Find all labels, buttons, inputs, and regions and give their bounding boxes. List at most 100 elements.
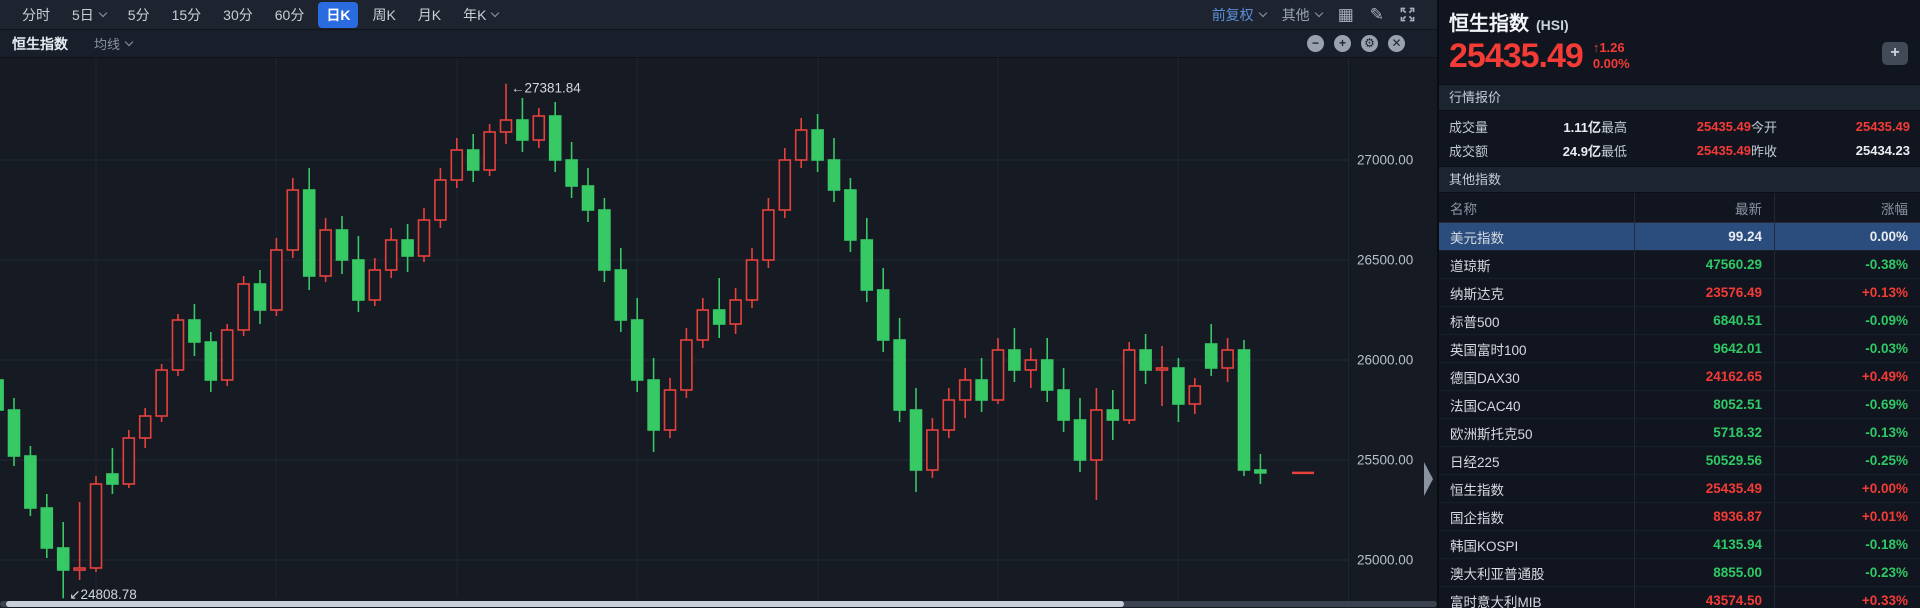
y-axis-tick: 27000.00	[1357, 152, 1414, 168]
index-row-英国富时100[interactable]: 英国富时100 9642.01 -0.03%	[1439, 335, 1920, 363]
index-row-韩国KOSPI[interactable]: 韩国KOSPI 4135.94 -0.18%	[1439, 531, 1920, 559]
index-change-percent: +0.01%	[1774, 503, 1920, 530]
svg-text:←27381.84: ←27381.84	[511, 81, 581, 96]
index-last-value: 47560.29	[1634, 251, 1774, 278]
column-header[interactable]: 涨幅	[1774, 193, 1920, 222]
column-header[interactable]: 最新	[1634, 193, 1774, 222]
period-tab-30分[interactable]: 30分	[215, 2, 261, 28]
index-last-value: 8052.51	[1634, 391, 1774, 418]
quote-row: 成交量 1.11亿 最高 25435.49 今开 25435.49	[1449, 114, 1910, 138]
period-tab-年K[interactable]: 年K	[455, 2, 506, 28]
index-row-恒生指数[interactable]: 恒生指数 25435.49 +0.00%	[1439, 475, 1920, 503]
close-chart-button[interactable]: ✕	[1388, 35, 1405, 52]
quote-label: 成交额	[1449, 143, 1489, 159]
index-row-德国DAX30[interactable]: 德国DAX30 24162.65 +0.49%	[1439, 363, 1920, 391]
index-last-value: 24162.65	[1634, 363, 1774, 390]
add-to-watchlist-button[interactable]: +	[1882, 42, 1908, 65]
period-tab-15分[interactable]: 15分	[164, 2, 210, 28]
period-tab-label: 月K	[417, 6, 442, 23]
zoom-out-button[interactable]: −	[1307, 35, 1324, 52]
index-name: 日经225	[1450, 454, 1500, 470]
index-change-percent: +0.49%	[1774, 363, 1920, 390]
quote-label: 昨收	[1751, 143, 1778, 159]
index-last-value: 99.24	[1634, 223, 1774, 250]
chart-horizontal-scrollbar[interactable]	[0, 601, 1437, 607]
index-change-percent: +0.00%	[1774, 475, 1920, 502]
index-row-道琼斯[interactable]: 道琼斯 47560.29 -0.38%	[1439, 251, 1920, 279]
section-quote-title: 行情报价	[1439, 84, 1920, 111]
quote-value: 24.9亿	[1562, 143, 1601, 159]
index-row-澳大利亚普通股[interactable]: 澳大利亚普通股 8855.00 -0.23%	[1439, 559, 1920, 587]
quote-label: 最低	[1601, 143, 1628, 159]
adjust-dropdown[interactable]: 前复权	[1211, 5, 1267, 25]
period-tab-label: 年K	[463, 6, 487, 23]
index-last-value: 6840.51	[1634, 307, 1774, 334]
y-axis-tick: 26000.00	[1357, 352, 1414, 368]
quote-grid: 成交量 1.11亿 最高 25435.49 今开 25435.49 成交额 24.9亿 最低 25…	[1439, 111, 1920, 166]
adjust-label: 前复权	[1211, 6, 1254, 23]
change-block: ↑1.26 0.00%	[1593, 40, 1630, 72]
period-tab-5分[interactable]: 5分	[120, 2, 158, 28]
fullscreen-expand-icon[interactable]	[1400, 7, 1415, 22]
index-row-富时意大利MIB[interactable]: 富时意大利MIB 43574.50 +0.33%	[1439, 587, 1920, 608]
index-name: 法国CAC40	[1450, 398, 1521, 414]
period-tab-label: 分时	[22, 6, 50, 23]
quote-row: 成交额 24.9亿 最低 25435.49 昨收 25434.23	[1449, 138, 1910, 162]
scrollbar-thumb[interactable]	[6, 601, 1124, 607]
column-header[interactable]: 名称	[1450, 201, 1477, 217]
index-row-纳斯达克[interactable]: 纳斯达克 23576.49 +0.13%	[1439, 279, 1920, 307]
index-last-value: 8936.87	[1634, 503, 1774, 530]
index-name: 欧洲斯托克50	[1450, 426, 1533, 442]
period-tab-label: 15分	[171, 6, 202, 23]
index-change-percent: -0.13%	[1774, 419, 1920, 446]
indices-table: 名称 最新 涨幅 美元指数 99.24 0.00% 道琼斯 47560.29 -0.38% 纳斯达…	[1439, 193, 1920, 608]
panel-collapse-handle[interactable]	[1424, 462, 1433, 496]
chevron-down-icon	[124, 37, 134, 46]
drawing-brush-icon[interactable]: ✎	[1369, 5, 1384, 24]
index-last-value: 50529.56	[1634, 447, 1774, 474]
index-change-percent: -0.18%	[1774, 531, 1920, 558]
period-tab-日K[interactable]: 日K	[318, 1, 359, 28]
period-tab-label: 30分	[223, 6, 253, 23]
zoom-in-button[interactable]: +	[1334, 35, 1351, 52]
index-row-标普500[interactable]: 标普500 6840.51 -0.09%	[1439, 307, 1920, 335]
index-name: 国企指数	[1450, 510, 1504, 526]
quote-side-panel: 恒生指数 (HSI) 25435.49 ↑1.26 0.00% + 行情报价 成交…	[1437, 0, 1920, 608]
index-name: 德国DAX30	[1450, 370, 1520, 386]
other-dropdown[interactable]: 其他	[1281, 5, 1323, 25]
period-tab-5日[interactable]: 5日	[64, 2, 114, 28]
index-row-国企指数[interactable]: 国企指数 8936.87 +0.01%	[1439, 503, 1920, 531]
instrument-ticker: (HSI)	[1536, 17, 1569, 33]
ma-indicator-dropdown[interactable]: 均线	[94, 34, 134, 53]
layout-grid-icon[interactable]: ▦	[1337, 5, 1354, 24]
candlestick-canvas: ←27381.84 ↙24808.78	[0, 58, 1348, 602]
index-name: 美元指数	[1450, 230, 1504, 246]
index-name: 纳斯达克	[1450, 286, 1504, 302]
index-last-value: 25435.49	[1634, 475, 1774, 502]
settings-gear-button[interactable]: ⚙	[1361, 35, 1378, 52]
period-tab-分时[interactable]: 分时	[14, 2, 58, 28]
period-tab-60分[interactable]: 60分	[267, 2, 313, 28]
index-last-value: 5718.32	[1634, 419, 1774, 446]
y-axis-tick: 25000.00	[1357, 552, 1414, 568]
period-tab-label: 日K	[326, 6, 351, 23]
index-name: 韩国KOSPI	[1450, 538, 1519, 554]
other-label: 其他	[1281, 6, 1310, 23]
index-row-法国CAC40[interactable]: 法国CAC40 8052.51 -0.69%	[1439, 391, 1920, 419]
index-name: 道琼斯	[1450, 258, 1491, 274]
index-row-欧洲斯托克50[interactable]: 欧洲斯托克50 5718.32 -0.13%	[1439, 419, 1920, 447]
index-row-美元指数[interactable]: 美元指数 99.24 0.00%	[1439, 223, 1920, 251]
index-change-percent: -0.25%	[1774, 447, 1920, 474]
period-tabs: 分时 5日 5分 15分 30分 60分 日K 周K 月K 年K	[14, 1, 512, 28]
chevron-down-icon	[1258, 8, 1267, 17]
period-tab-月K[interactable]: 月K	[410, 2, 449, 28]
candlestick-chart[interactable]: ←27381.84 ↙24808.78 27000.00 26500.00 26000…	[0, 58, 1437, 608]
index-row-日经225[interactable]: 日经225 50529.56 -0.25%	[1439, 447, 1920, 475]
period-tab-周K[interactable]: 周K	[364, 2, 403, 28]
index-last-value: 9642.01	[1634, 335, 1774, 362]
quote-value: 25435.49	[1696, 118, 1751, 134]
chart-symbol-label: 恒生指数	[12, 35, 68, 52]
index-change-percent: 0.00%	[1774, 223, 1920, 250]
ma-label: 均线	[94, 37, 121, 52]
